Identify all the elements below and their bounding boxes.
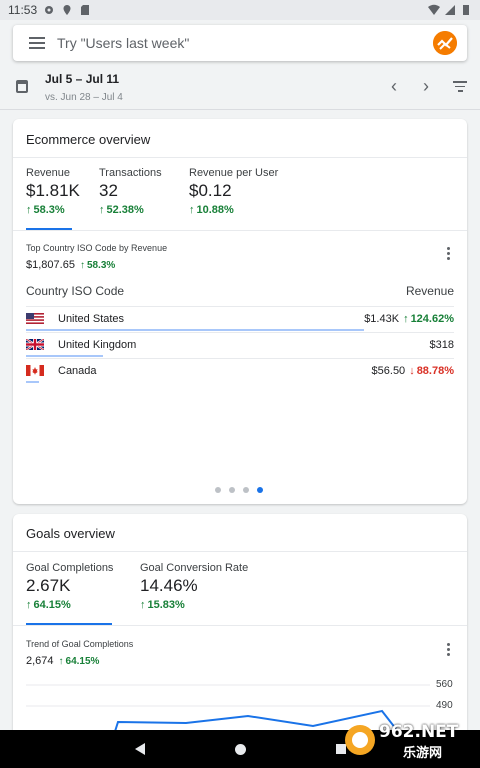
share-bar bbox=[26, 381, 39, 383]
back-icon[interactable] bbox=[134, 743, 145, 755]
selected-metric-indicator bbox=[26, 228, 72, 230]
metric-goal-completions[interactable]: Goal Completions 2.67K 64.15% bbox=[26, 562, 113, 611]
uk-flag-icon bbox=[26, 339, 44, 350]
ecommerce-overview-card: Ecommerce overview Revenue $1.81K 58.3% … bbox=[13, 119, 467, 504]
calendar-icon[interactable] bbox=[16, 80, 28, 93]
page-dot[interactable] bbox=[243, 487, 249, 493]
share-bar bbox=[26, 355, 104, 357]
trend-title: Trend of Goal Completions bbox=[26, 639, 134, 649]
metric-transactions[interactable]: Transactions 32 52.38% bbox=[99, 167, 162, 216]
more-options-icon[interactable] bbox=[447, 247, 451, 262]
breakdown-table-header: Country ISO Code Revenue bbox=[26, 284, 454, 298]
menu-icon[interactable] bbox=[29, 37, 45, 49]
more-options-icon[interactable] bbox=[447, 643, 451, 658]
y-tick-label: 490 bbox=[436, 700, 453, 711]
us-flag-icon bbox=[26, 313, 44, 324]
location-icon bbox=[63, 5, 71, 15]
search-input[interactable] bbox=[57, 35, 433, 51]
page-dot[interactable] bbox=[215, 487, 221, 493]
column-header-metric[interactable]: Revenue bbox=[405, 284, 454, 298]
card-title: Goals overview bbox=[26, 526, 115, 541]
table-row[interactable]: Canada $56.5088.78% bbox=[26, 358, 454, 383]
table-row[interactable]: United Kingdom $318 bbox=[26, 332, 454, 357]
settings-icon bbox=[45, 6, 54, 14]
trend-series-line bbox=[110, 709, 397, 744]
metric-goal-conversion-rate[interactable]: Goal Conversion Rate 14.46% 15.83% bbox=[140, 562, 248, 611]
search-bar[interactable] bbox=[13, 25, 467, 61]
column-header-dimension[interactable]: Country ISO Code bbox=[26, 284, 125, 298]
share-bar bbox=[26, 329, 365, 331]
wifi-icon bbox=[428, 4, 440, 15]
breakdown-title: Top Country ISO Code by Revenue bbox=[26, 243, 168, 253]
watermark-subtext: 乐游网 bbox=[403, 746, 443, 761]
date-range-bar: Jul 5 – Jul 11 vs. Jun 28 – Jul 4 ‹ › bbox=[0, 66, 480, 110]
trend-total: 2,67464.15% bbox=[26, 655, 99, 667]
date-range-comparison: vs. Jun 28 – Jul 4 bbox=[45, 92, 123, 103]
goals-overview-card: Goals overview Goal Completions 2.67K 64… bbox=[13, 514, 467, 744]
next-range-button[interactable]: › bbox=[423, 76, 429, 96]
home-icon[interactable] bbox=[234, 743, 246, 755]
previous-range-button[interactable]: ‹ bbox=[391, 76, 397, 96]
filter-icon[interactable] bbox=[452, 81, 468, 95]
watermark-logo-icon bbox=[345, 725, 375, 755]
y-tick-label: 560 bbox=[436, 679, 453, 690]
canada-flag-icon bbox=[26, 365, 44, 376]
page-indicator bbox=[215, 487, 263, 493]
page-dot[interactable] bbox=[229, 487, 235, 493]
status-bar: 11:53 bbox=[0, 0, 480, 20]
page-dot-active[interactable] bbox=[257, 487, 263, 493]
recents-icon[interactable] bbox=[335, 744, 346, 754]
trend-chart bbox=[26, 684, 430, 744]
selected-metric-indicator bbox=[26, 623, 112, 625]
analytics-logo-icon[interactable] bbox=[433, 31, 457, 55]
breakdown-total: $1,807.6558.3% bbox=[26, 259, 115, 271]
card-title: Ecommerce overview bbox=[26, 132, 151, 147]
date-range[interactable]: Jul 5 – Jul 11 vs. Jun 28 – Jul 4 bbox=[45, 72, 123, 103]
battery-icon bbox=[463, 5, 469, 15]
metric-revenue-per-user[interactable]: Revenue per User $0.12 10.88% bbox=[189, 167, 278, 216]
sd-card-icon bbox=[81, 5, 90, 15]
table-row[interactable]: United States $1.43K124.62% bbox=[26, 306, 454, 331]
date-range-current: Jul 5 – Jul 11 bbox=[45, 72, 120, 86]
signal-icon bbox=[445, 5, 455, 15]
system-navigation-bar bbox=[0, 730, 480, 768]
status-time: 11:53 bbox=[8, 3, 38, 17]
metric-revenue[interactable]: Revenue $1.81K 58.3% bbox=[26, 167, 80, 216]
watermark: 962.NET 乐游网 bbox=[343, 720, 473, 761]
watermark-text: 962.NET bbox=[379, 722, 459, 742]
